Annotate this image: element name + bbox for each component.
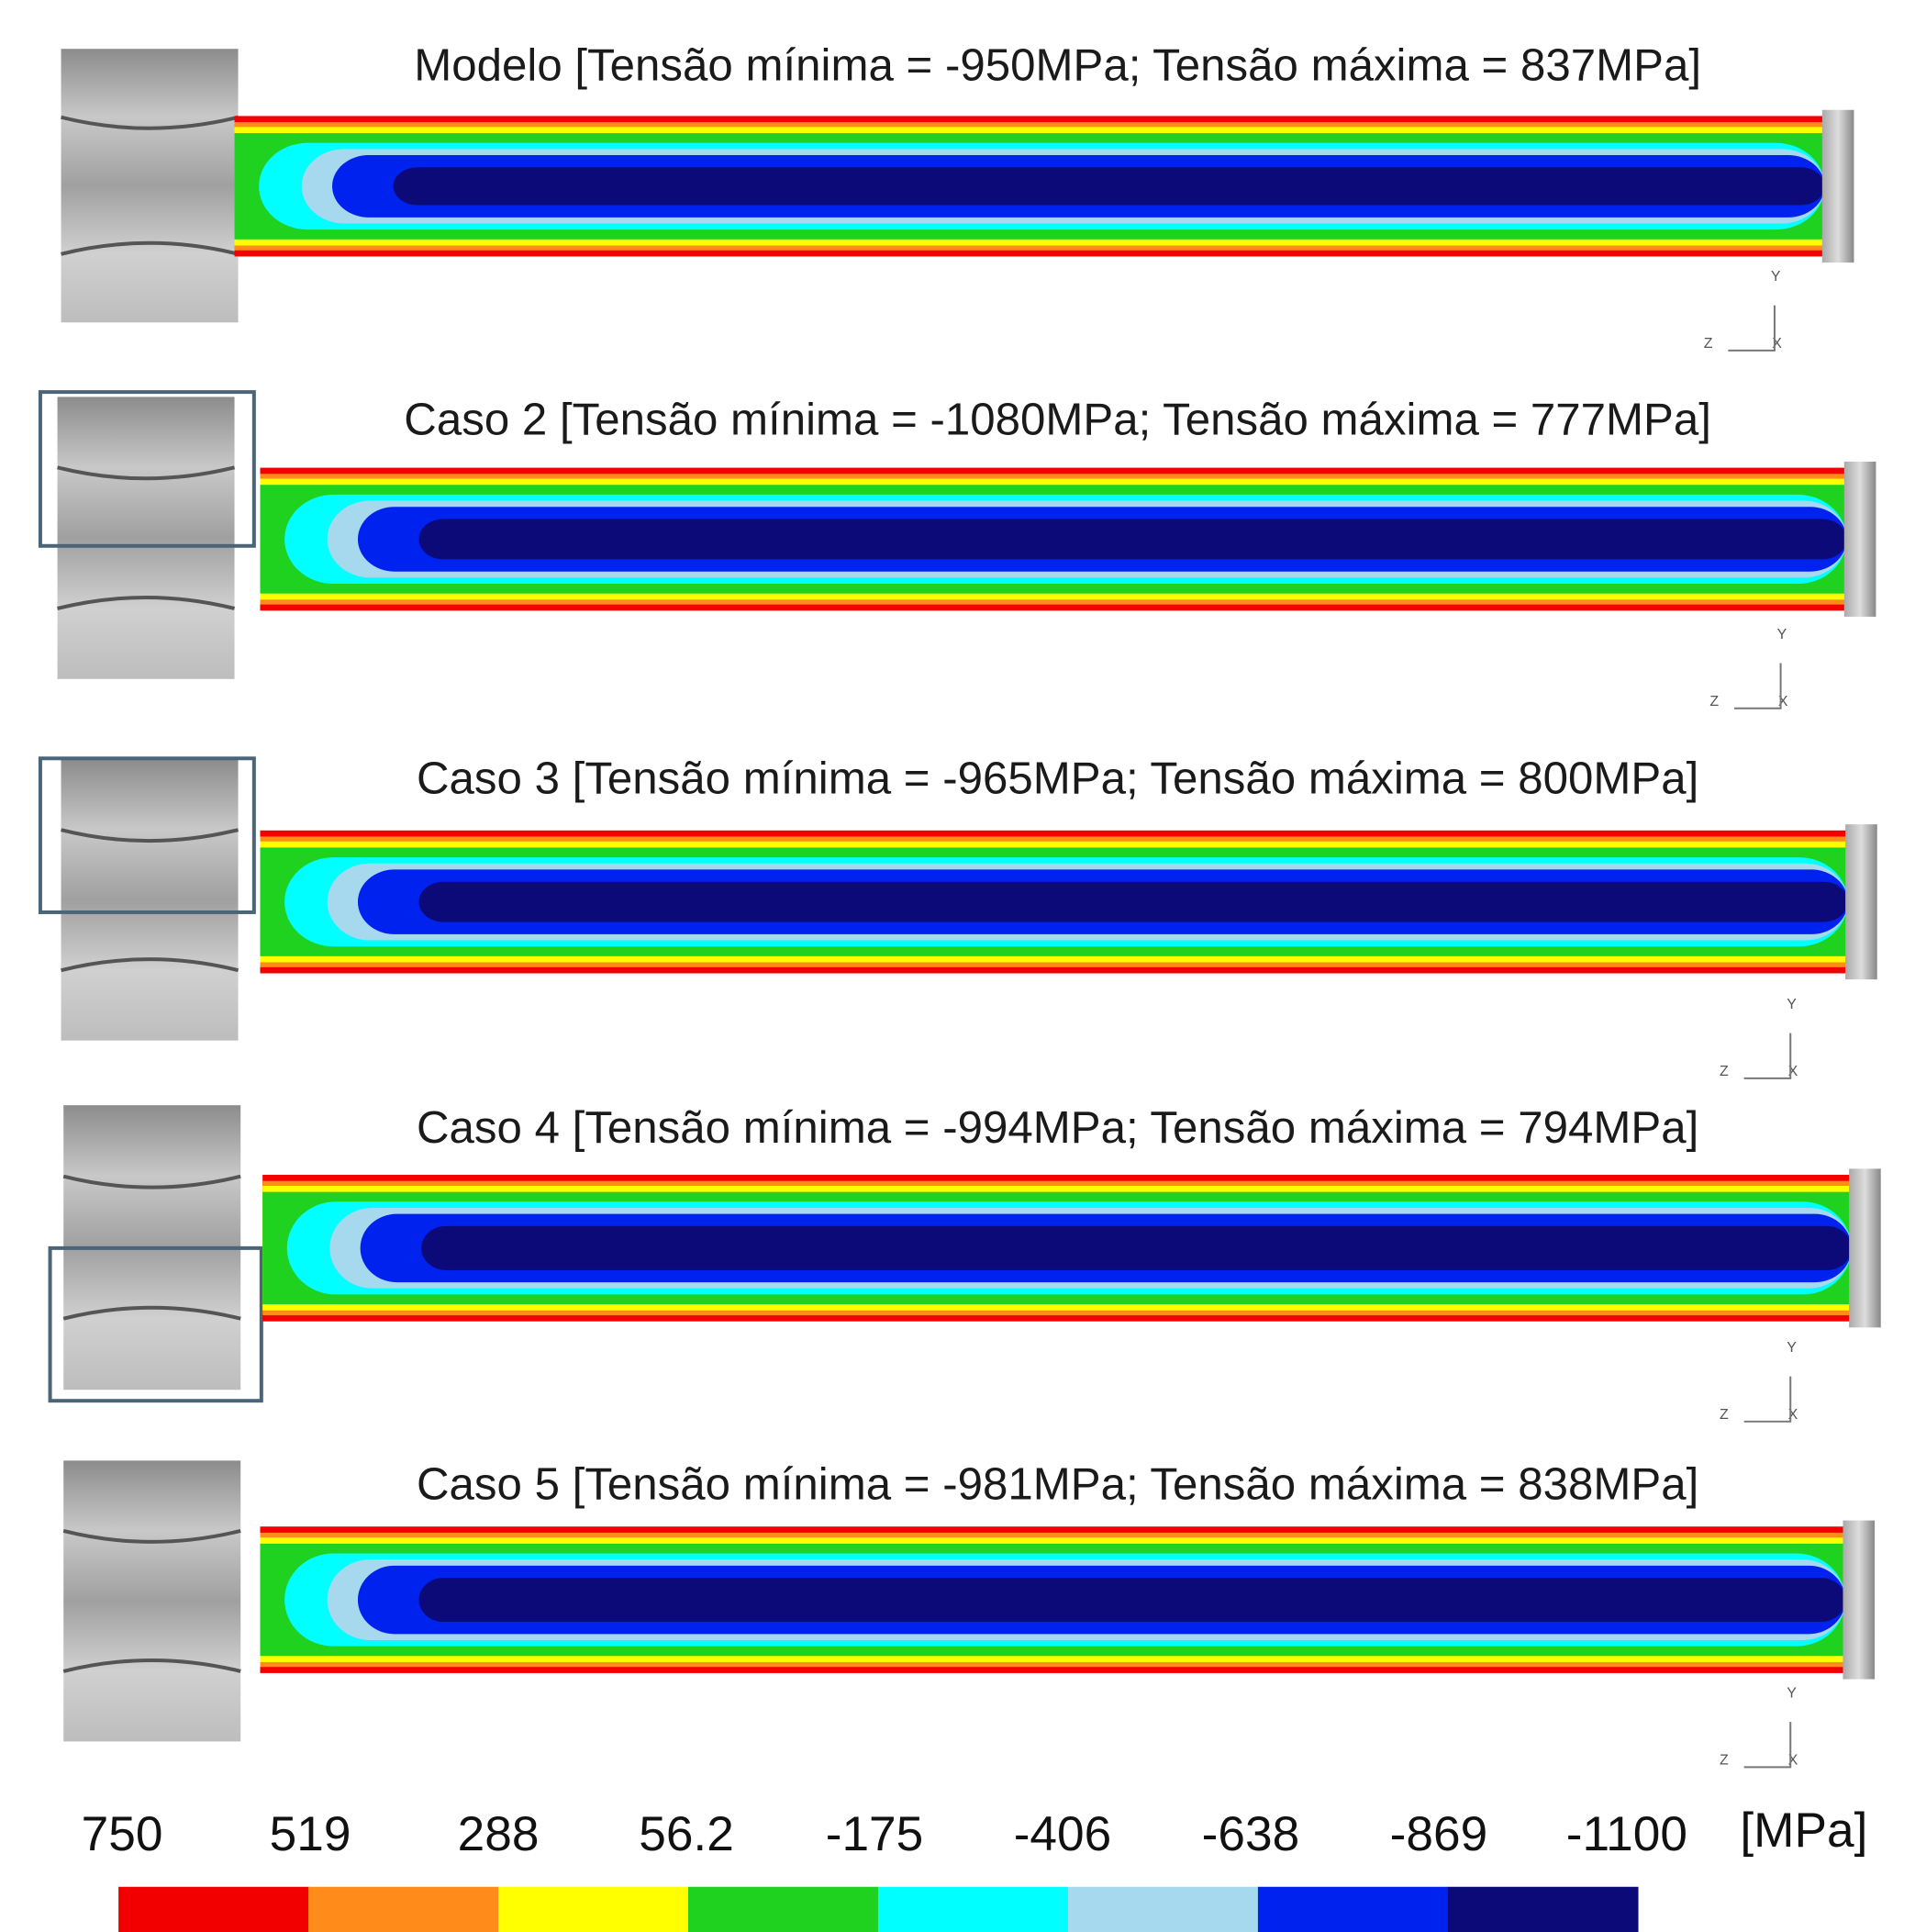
legend-tick-label: -175 [826, 1807, 924, 1861]
contour-band [419, 882, 1848, 922]
end-cap [1843, 1521, 1875, 1680]
part-image [63, 1460, 240, 1741]
legend-swatch [878, 1887, 1069, 1932]
legend-swatch [688, 1887, 879, 1932]
triad-label: Y [1771, 269, 1781, 285]
triad-axes [1734, 664, 1781, 709]
triad-label: Z [1720, 1407, 1729, 1423]
panel: Caso 3 [Tensão mínima = -965MPa; Tensão … [40, 754, 1877, 1080]
legend-swatch [1448, 1887, 1639, 1932]
legend-tick-label: 750 [82, 1807, 163, 1861]
triad-axes [1728, 306, 1775, 351]
part-image [61, 49, 239, 322]
triad-axes [1744, 1377, 1791, 1422]
end-cap [1849, 1168, 1881, 1327]
triad-label: Y [1787, 1340, 1797, 1356]
triad-label: Z [1720, 1064, 1729, 1079]
end-cap [1844, 462, 1876, 617]
end-cap [1845, 824, 1877, 979]
panel-title: Caso 3 [Tensão mínima = -965MPa; Tensão … [417, 754, 1698, 804]
legend-swatch [1258, 1887, 1449, 1932]
panel: Caso 4 [Tensão mínima = -994MPa; Tensão … [50, 1102, 1881, 1423]
legend-tick-label: 56.2 [639, 1807, 734, 1861]
triad-label: Y [1787, 1686, 1797, 1702]
panel-title: Caso 2 [Tensão mínima = -1080MPa; Tensão… [404, 394, 1711, 444]
legend-tick-label: -406 [1014, 1807, 1112, 1861]
panel-title: Modelo [Tensão mínima = -950MPa; Tensão … [414, 40, 1701, 91]
triad-label: Y [1787, 997, 1797, 1012]
panel: Caso 5 [Tensão mínima = -981MPa; Tensão … [63, 1459, 1875, 1769]
legend-unit: [MPa] [1740, 1804, 1867, 1858]
legend-tick-label: -869 [1390, 1807, 1488, 1861]
legend-swatch [1068, 1887, 1259, 1932]
legend-tick-label: 519 [270, 1807, 351, 1861]
triad-label: X [1788, 1407, 1798, 1423]
panel: Modelo [Tensão mínima = -950MPa; Tensão … [61, 40, 1854, 352]
figure: Modelo [Tensão mínima = -950MPa; Tensão … [0, 0, 1915, 1932]
triad-label: Z [1720, 1753, 1729, 1769]
contour-band [394, 167, 1825, 205]
triad-label: Y [1777, 627, 1787, 642]
legend-tick-label: -1100 [1566, 1807, 1687, 1861]
legend-swatch [308, 1887, 499, 1932]
part-image [61, 760, 239, 1041]
legend-swatch [498, 1887, 689, 1932]
contour-band [421, 1226, 1852, 1270]
triad-label: X [1788, 1753, 1798, 1769]
triad-axes [1744, 1722, 1791, 1767]
legend-swatch [118, 1887, 309, 1932]
panel-title: Caso 4 [Tensão mínima = -994MPa; Tensão … [417, 1102, 1698, 1153]
panel-title: Caso 5 [Tensão mínima = -981MPa; Tensão … [417, 1459, 1698, 1510]
legend-tick-label: 288 [458, 1807, 540, 1861]
triad-label: X [1788, 1064, 1798, 1079]
contour-band [419, 1578, 1846, 1622]
triad-label: X [1772, 336, 1782, 352]
part-image [58, 396, 235, 678]
contour-band [419, 519, 1847, 560]
triad-label: X [1778, 694, 1788, 709]
legend-tick-label: -638 [1202, 1807, 1300, 1861]
panel: Caso 2 [Tensão mínima = -1080MPa; Tensão… [40, 392, 1876, 709]
triad-label: Z [1704, 336, 1713, 352]
end-cap [1822, 110, 1854, 262]
triad-axes [1744, 1033, 1791, 1078]
triad-label: Z [1709, 694, 1719, 709]
